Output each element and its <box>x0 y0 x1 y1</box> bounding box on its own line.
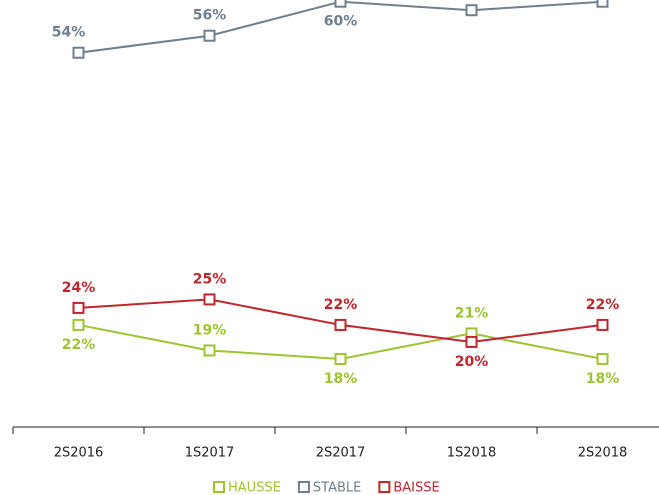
value-label: 54% <box>52 25 86 41</box>
legend-swatch <box>297 481 310 493</box>
point-marker <box>72 46 85 59</box>
point-marker <box>203 293 216 306</box>
legend-swatch <box>378 481 391 493</box>
value-label: 60% <box>324 14 358 30</box>
point-marker <box>334 318 347 331</box>
point-marker <box>596 318 609 331</box>
point-marker <box>72 301 85 314</box>
x-tick-label: 2S2018 <box>578 446 628 461</box>
legend-label: STABLE <box>313 481 361 495</box>
point-marker <box>203 29 216 42</box>
value-label: 56% <box>193 8 227 24</box>
value-label: 18% <box>324 371 358 387</box>
x-tick-label: 2S2017 <box>316 446 366 461</box>
value-label: 21% <box>455 305 489 321</box>
point-marker <box>596 0 609 8</box>
x-tick-label: 1S2017 <box>185 446 235 461</box>
point-marker <box>334 0 347 8</box>
legend-swatch <box>213 481 225 493</box>
point-marker <box>334 352 347 365</box>
value-label: 20% <box>455 354 489 370</box>
value-label: 22% <box>324 297 358 313</box>
value-label: 19% <box>193 322 227 338</box>
x-tick-label: 2S2016 <box>54 446 104 461</box>
point-marker <box>596 352 609 365</box>
legend-label: HAUSSE <box>228 481 281 495</box>
value-label: 24% <box>62 280 96 296</box>
point-marker <box>465 4 478 17</box>
value-label: 22% <box>586 297 620 313</box>
legend-label: BAISSE <box>393 481 439 495</box>
point-marker <box>203 344 216 357</box>
point-marker <box>465 335 478 348</box>
value-label: 25% <box>193 271 227 287</box>
point-marker <box>72 318 85 331</box>
value-label: 22% <box>62 337 96 353</box>
value-label: 18% <box>586 371 620 387</box>
x-tick-label: 1S2018 <box>447 446 497 461</box>
